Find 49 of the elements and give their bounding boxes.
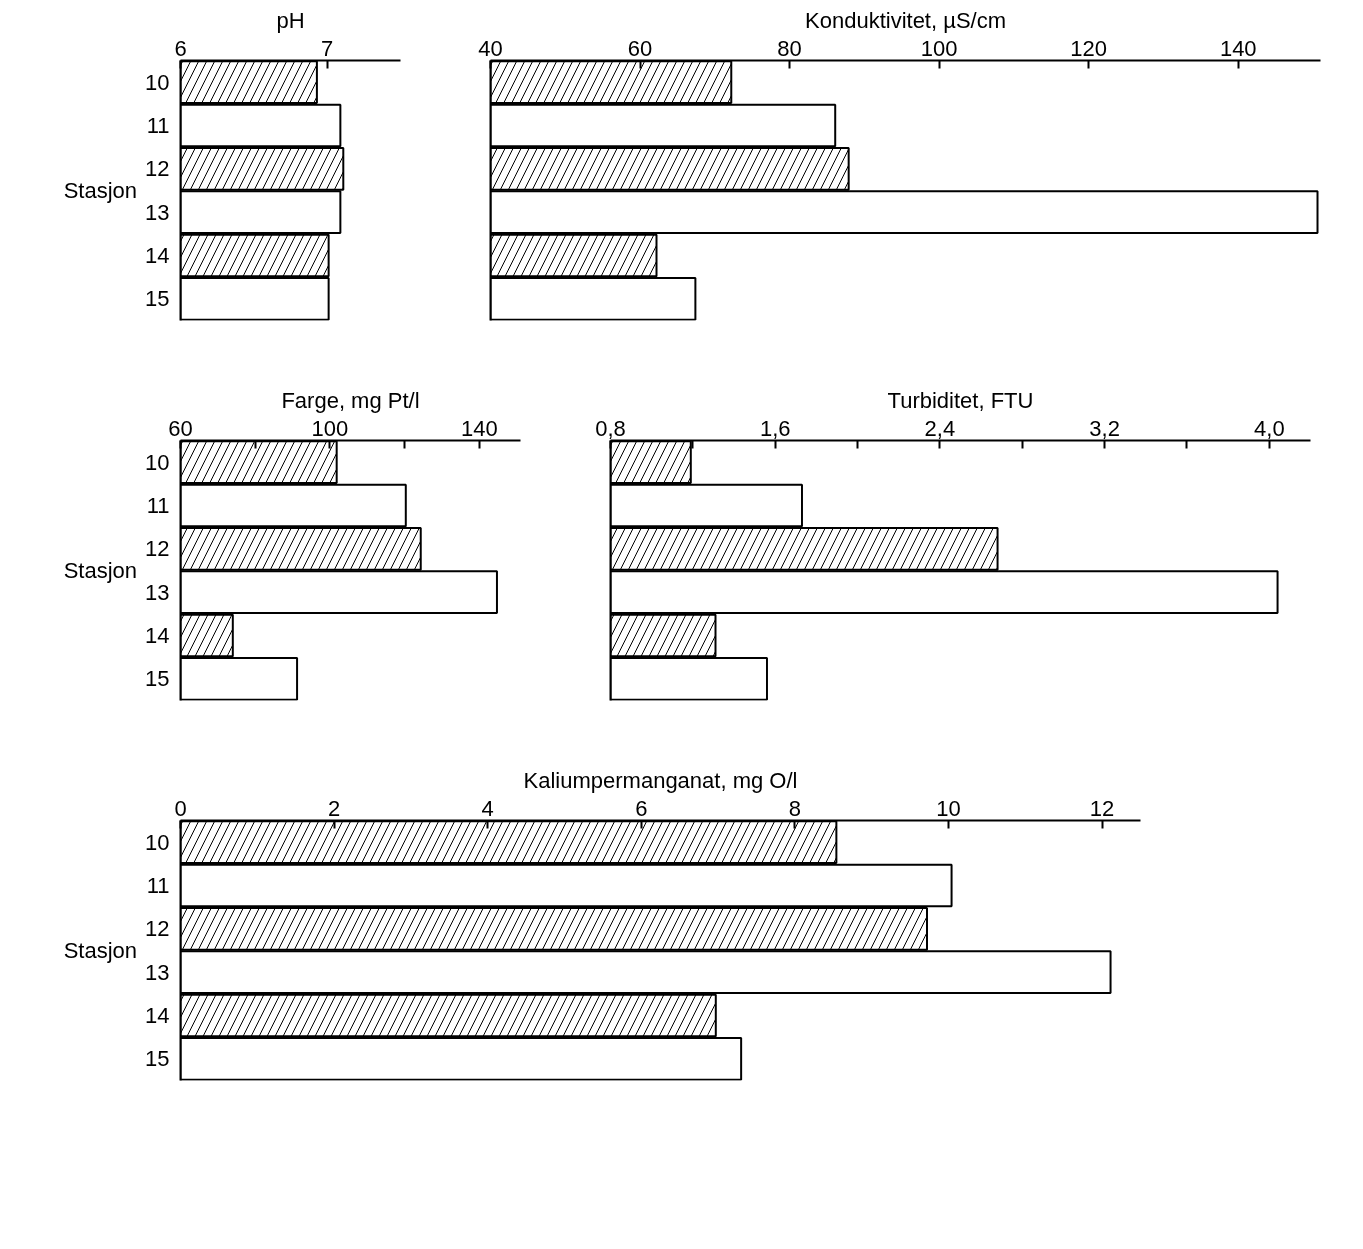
x-tick-label: 140 xyxy=(461,415,498,441)
x-tick-label: 100 xyxy=(920,35,958,61)
y-tick-label: 13 xyxy=(145,199,170,225)
y-tick-label: 15 xyxy=(145,666,170,692)
x-tick-label: 4,0 xyxy=(1254,415,1285,441)
x-tick-label: 0 xyxy=(174,795,187,821)
x-tick-label: 1,6 xyxy=(759,415,791,441)
y-tick-label: 13 xyxy=(145,579,170,605)
chart-title: pH xyxy=(276,7,305,33)
y-tick-label: 10 xyxy=(145,69,170,95)
y-tick-label: 11 xyxy=(146,873,170,898)
chart-title: Turbiditet, FTU xyxy=(887,387,1034,413)
y-tick-label: 11 xyxy=(146,493,170,518)
y-tick-label: 10 xyxy=(145,449,170,475)
y-tick-label: 10 xyxy=(145,829,170,855)
x-tick-label: 100 xyxy=(311,415,349,441)
y-axis-title: Stasjon xyxy=(63,938,138,963)
y-tick-label: 14 xyxy=(145,1003,170,1028)
y-tick-label: 14 xyxy=(145,243,170,268)
x-tick-label: 60 xyxy=(627,35,653,61)
x-tick-label: 6 xyxy=(635,795,648,821)
x-tick-label: 0,8 xyxy=(595,415,626,441)
y-tick-label: 15 xyxy=(145,1046,170,1072)
chart-title: Farge, mg Pt/l xyxy=(281,387,420,413)
y-tick-label: 11 xyxy=(146,113,170,138)
y-tick-label: 13 xyxy=(145,959,170,985)
x-tick-label: 2 xyxy=(327,795,341,821)
x-tick-label: 120 xyxy=(1070,35,1108,61)
x-tick-label: 40 xyxy=(478,35,503,61)
x-tick-label: 10 xyxy=(936,795,961,821)
chart-title: Kaliumpermanganat, mg O/l xyxy=(523,767,798,793)
x-tick-label: 4 xyxy=(481,795,494,821)
y-tick-label: 15 xyxy=(145,286,170,312)
x-tick-label: 80 xyxy=(777,35,802,61)
y-tick-label: 12 xyxy=(145,916,170,942)
y-tick-label: 12 xyxy=(145,536,170,562)
chart-title: Konduktivitet, µS/cm xyxy=(805,7,1006,33)
y-tick-label: 14 xyxy=(145,623,170,648)
x-tick-label: 12 xyxy=(1089,795,1115,821)
x-tick-label: 6 xyxy=(174,35,187,61)
x-tick-label: 8 xyxy=(788,795,802,821)
x-tick-label: 140 xyxy=(1219,35,1257,61)
y-axis-title: Stasjon xyxy=(63,558,138,583)
x-tick-label: 7 xyxy=(321,35,334,61)
x-tick-label: 60 xyxy=(168,415,193,441)
y-tick-label: 12 xyxy=(145,156,170,182)
x-tick-label: 2,4 xyxy=(924,415,956,441)
y-axis-title: Stasjon xyxy=(63,178,138,203)
x-tick-label: 3,2 xyxy=(1089,415,1120,441)
